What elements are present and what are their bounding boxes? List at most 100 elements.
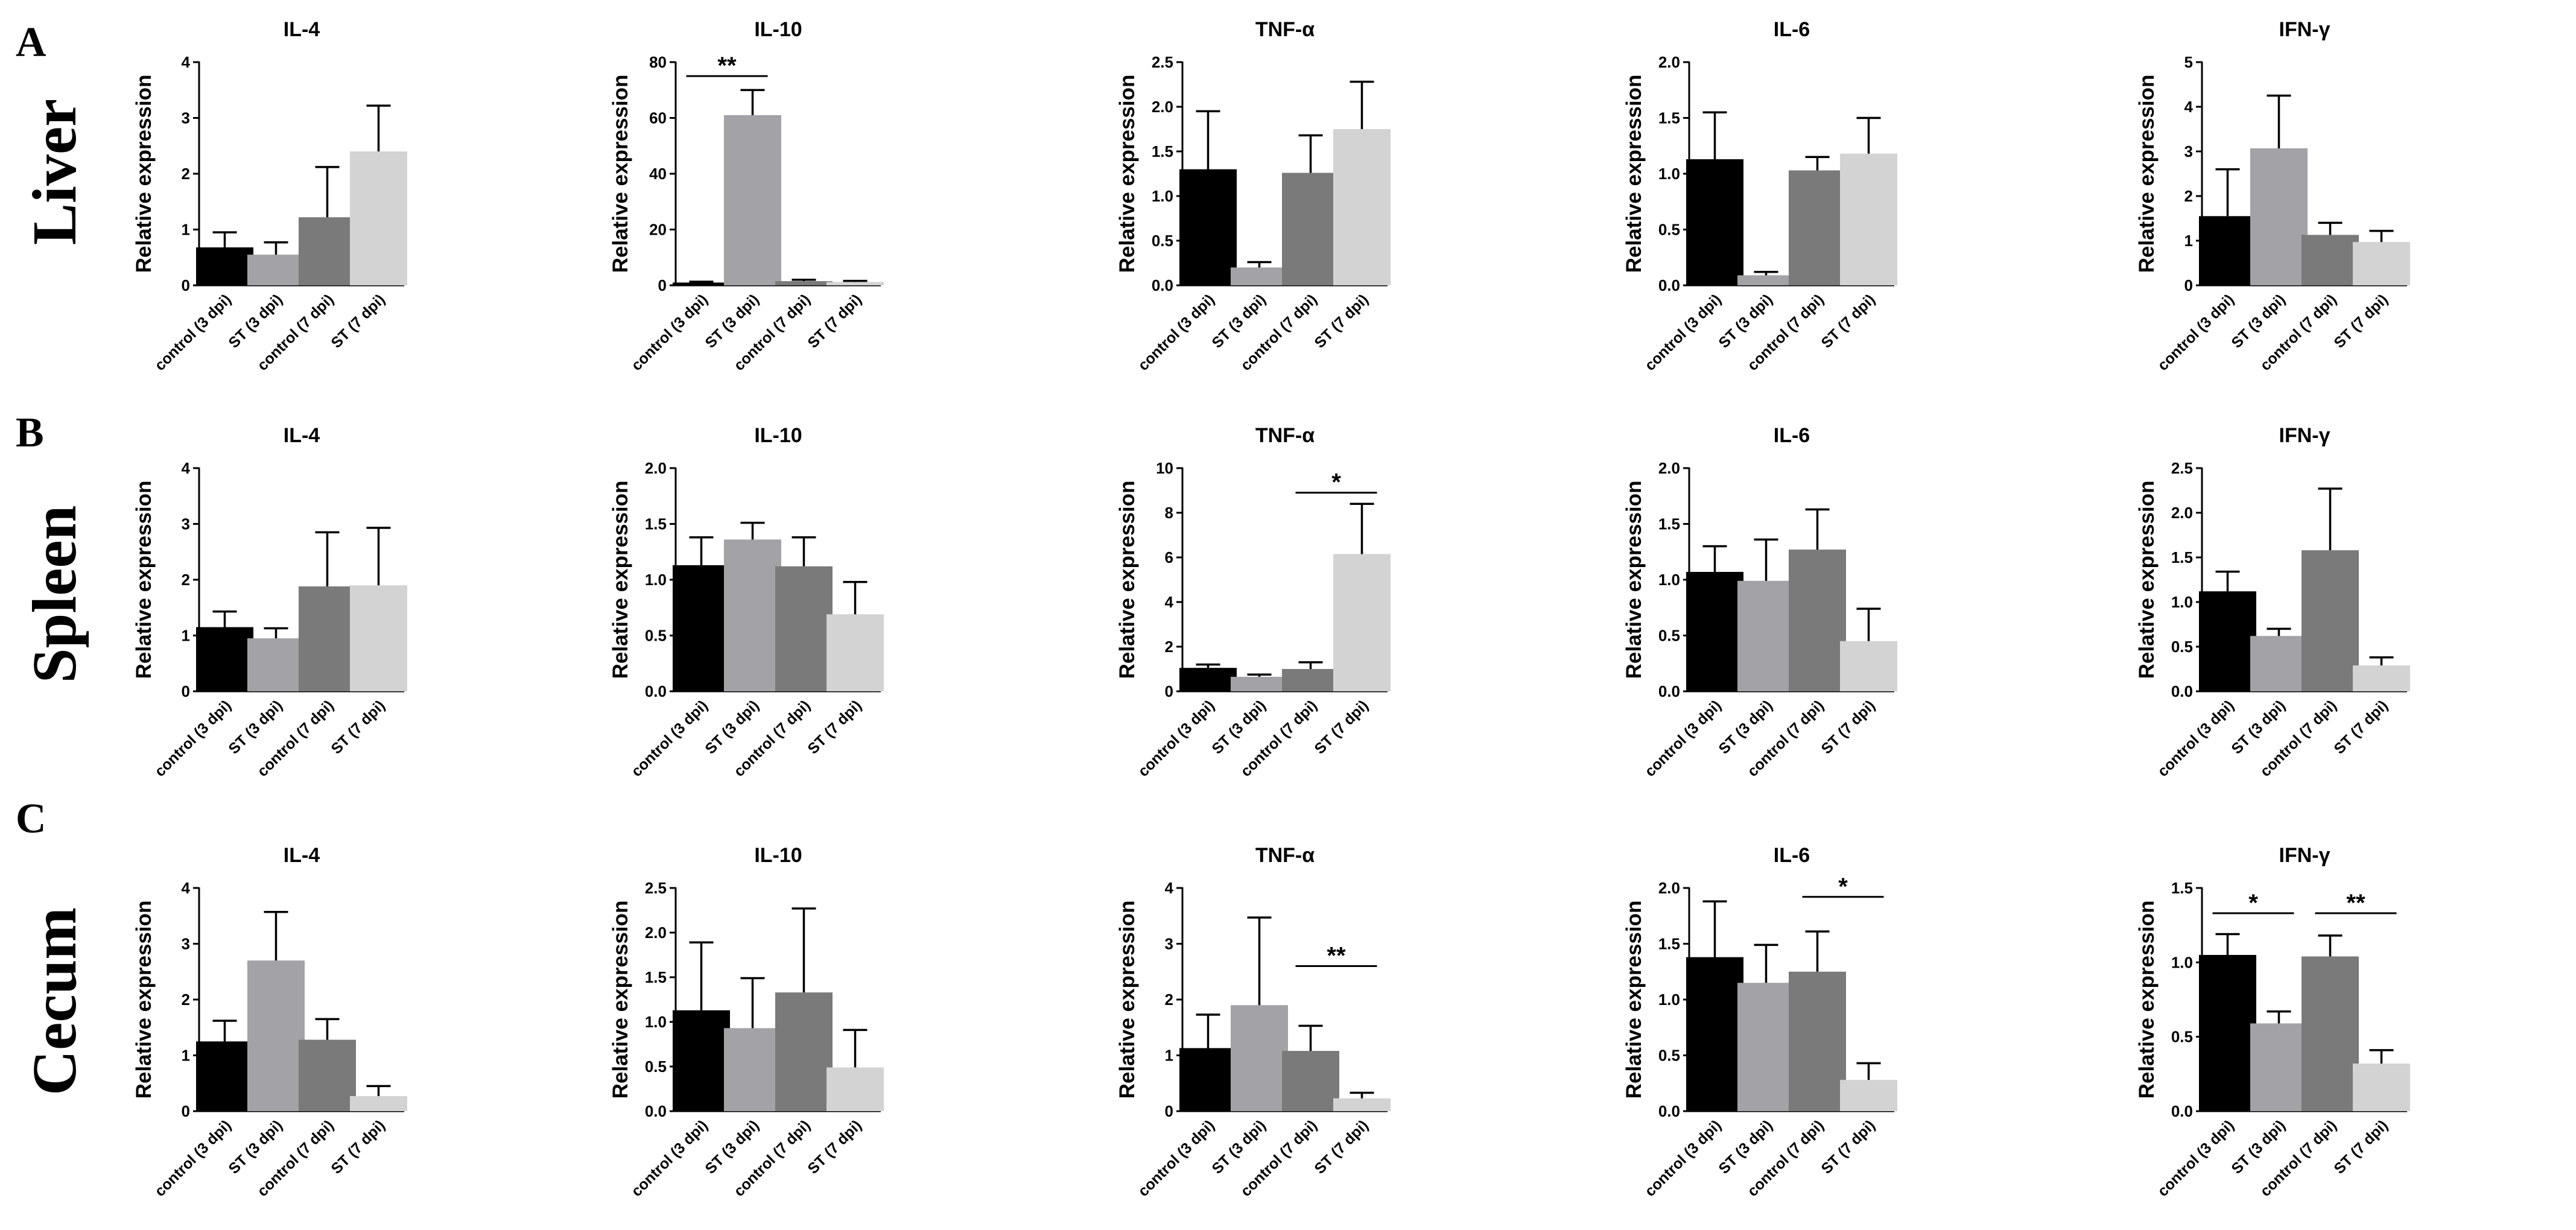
bar-control-3-dpi xyxy=(1686,957,1743,1111)
bar-control-3-dpi xyxy=(1179,1048,1237,1111)
panel-cecum-il4: IL-4 Relative expression 0 1 2 3 4 control (3 d… xyxy=(132,844,407,1200)
significance-label: ** xyxy=(717,52,737,79)
y-tick-label: 0.5 xyxy=(2171,638,2193,656)
bar-control-3-dpi xyxy=(2199,955,2256,1111)
y-tick-label: 60 xyxy=(649,109,667,127)
bar-st-7-dpi xyxy=(350,151,407,285)
y-tick-label: 0.0 xyxy=(2171,682,2193,700)
significance-label: * xyxy=(2248,890,2258,916)
y-tick-label: 0.0 xyxy=(645,682,667,700)
y-tick-label: 4 xyxy=(182,459,191,477)
y-tick-label: 0.5 xyxy=(1658,221,1680,239)
x-category-label: ST (7 dpi) xyxy=(1818,697,1878,757)
bar-st-3-dpi xyxy=(724,1028,781,1111)
y-tick-label: 2 xyxy=(182,571,190,589)
y-axis-label: Relative expression xyxy=(132,901,156,1099)
y-tick-label: 1 xyxy=(182,1047,190,1065)
y-tick-label: 1.0 xyxy=(645,1013,667,1031)
x-category-label: ST (7 dpi) xyxy=(1311,1117,1371,1177)
bar-st-7-dpi xyxy=(1333,1098,1391,1111)
y-tick-label: 4 xyxy=(182,53,191,71)
y-tick-label: 2.5 xyxy=(645,879,667,897)
y-tick-label: 1.0 xyxy=(1658,991,1680,1009)
panel-title: IL-4 xyxy=(284,18,320,41)
y-axis-label: Relative expression xyxy=(132,75,156,273)
panel-liver-il10: IL-10 Relative expression 0 20 40 60 80 control… xyxy=(609,18,884,374)
y-tick-label: 0.0 xyxy=(645,1102,667,1120)
bar-control-7-dpi xyxy=(1789,170,1846,285)
panel-spleen-il10: IL-10 Relative expression 0.0 0.5 1.0 1.5 2.0 c… xyxy=(609,424,884,780)
y-axis-label: Relative expression xyxy=(1115,901,1139,1099)
y-tick-label: 1 xyxy=(182,627,190,645)
x-category-label: ST (7 dpi) xyxy=(1818,1117,1878,1177)
bar-control-3-dpi xyxy=(673,282,730,285)
y-tick-label: 0 xyxy=(182,1102,190,1120)
y-tick-label: 3 xyxy=(1165,935,1173,953)
y-tick-label: 0.5 xyxy=(645,1057,667,1076)
x-category-label: control (3 dpi) xyxy=(1135,1117,1218,1200)
y-tick-label: 0.5 xyxy=(1658,627,1680,645)
panel-title: TNF-α xyxy=(1255,424,1315,447)
bar-st-3-dpi xyxy=(247,638,305,691)
x-category-label: ST (7 dpi) xyxy=(328,697,388,757)
panel-liver-il6: IL-6 Relative expression 0.0 0.5 1.0 1.5 2.0 co… xyxy=(1622,18,1897,374)
panel-liver-tnf: TNF-α Relative expression 0.0 0.5 1.0 1.5 2.0 2… xyxy=(1115,18,1391,374)
panel-cecum-ifn: IFN-γ Relative expression 0.0 0.5 1.0 1.5 cont… xyxy=(2135,844,2410,1200)
bar-control-3-dpi xyxy=(2199,216,2256,285)
bar-st-7-dpi xyxy=(826,282,884,285)
panel-spleen-ifn: IFN-γ Relative expression 0.0 0.5 1.0 1.5 2.0 2… xyxy=(2135,424,2410,780)
bar-st-3-dpi xyxy=(724,115,781,285)
y-axis-label: Relative expression xyxy=(1115,75,1139,273)
y-tick-label: 1.5 xyxy=(1152,142,1173,160)
bar-st-3-dpi xyxy=(247,255,305,285)
y-tick-label: 1.0 xyxy=(1152,187,1173,205)
bar-control-7-dpi xyxy=(299,1039,356,1111)
y-axis-label: Relative expression xyxy=(2135,901,2159,1099)
x-category-label: control (3 dpi) xyxy=(628,291,711,374)
bar-st-7-dpi xyxy=(1333,129,1391,285)
y-tick-label: 0.5 xyxy=(645,627,667,645)
panel-spleen-tnf: TNF-α Relative expression 0 2 4 6 8 10 control (… xyxy=(1115,424,1391,780)
y-tick-label: 1.5 xyxy=(1658,515,1680,533)
panel-title: IL-10 xyxy=(754,18,802,41)
row-letter-cecum: C xyxy=(16,796,46,842)
x-category-label: control (3 dpi) xyxy=(628,1117,711,1200)
x-category-label: control (3 dpi) xyxy=(2154,697,2238,780)
y-tick-label: 0.0 xyxy=(2171,1102,2193,1120)
panel-title: IFN-γ xyxy=(2279,424,2330,447)
bar-control-3-dpi xyxy=(1686,572,1743,691)
bar-st-7-dpi xyxy=(350,585,407,691)
bar-control-3-dpi xyxy=(1179,668,1237,691)
panel-title: IFN-γ xyxy=(2279,18,2330,41)
bar-st-3-dpi xyxy=(724,539,781,691)
bar-st-3-dpi xyxy=(1737,580,1795,691)
panel-title: IL-4 xyxy=(284,424,320,447)
x-category-label: control (3 dpi) xyxy=(1135,697,1218,780)
panel-liver-il4: IL-4 Relative expression 0 1 2 3 4 control (3 d… xyxy=(132,18,407,374)
y-tick-label: 2.0 xyxy=(1152,98,1173,116)
y-tick-label: 4 xyxy=(182,879,191,897)
x-category-label: control (3 dpi) xyxy=(1642,291,1725,374)
significance-label: ** xyxy=(1327,943,1346,969)
bar-st-7-dpi xyxy=(2353,665,2410,691)
bar-st-7-dpi xyxy=(2353,242,2410,285)
y-tick-label: 1 xyxy=(1165,1047,1173,1065)
y-tick-label: 80 xyxy=(649,53,667,71)
y-tick-label: 5 xyxy=(2184,53,2193,71)
y-axis-label: Relative expression xyxy=(1115,481,1139,679)
y-tick-label: 0 xyxy=(1165,682,1173,700)
bar-control-7-dpi xyxy=(775,992,833,1111)
bar-control-7-dpi xyxy=(775,566,833,691)
y-tick-label: 1.5 xyxy=(2171,548,2193,566)
y-tick-label: 0.5 xyxy=(1152,232,1173,250)
bar-st-3-dpi xyxy=(2250,1023,2308,1111)
y-tick-label: 1.5 xyxy=(2171,879,2193,897)
bar-st-7-dpi xyxy=(826,614,884,691)
x-category-label: control (3 dpi) xyxy=(2154,291,2238,374)
y-axis-label: Relative expression xyxy=(132,481,156,679)
x-category-label: control (3 dpi) xyxy=(2154,1117,2238,1200)
bar-st-7-dpi xyxy=(1840,153,1897,285)
y-tick-label: 0.5 xyxy=(1658,1047,1680,1065)
bar-st-3-dpi xyxy=(1737,983,1795,1111)
